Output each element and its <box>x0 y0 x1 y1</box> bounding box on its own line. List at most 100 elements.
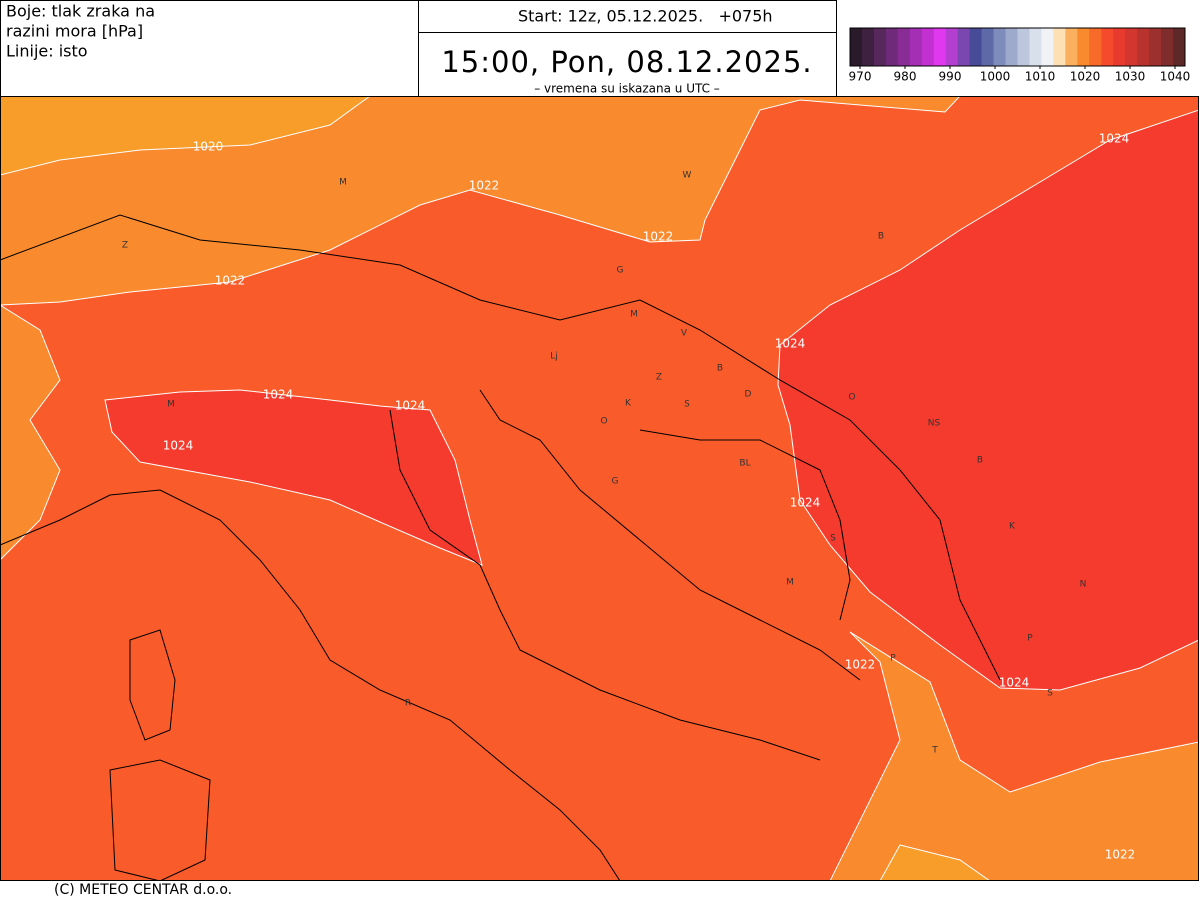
field-1020 <box>0 304 61 561</box>
place-label: P <box>890 654 896 664</box>
border <box>0 214 1001 681</box>
color-swatch <box>1017 28 1030 66</box>
place-label: D <box>745 390 752 400</box>
place-label: O <box>848 393 855 403</box>
isobar-label: 1022 <box>845 658 876 672</box>
color-swatch <box>993 28 1007 66</box>
place-label: G <box>617 266 624 276</box>
field-1018 <box>879 844 991 881</box>
isobar-label: 1022 <box>215 274 246 288</box>
color-swatch <box>850 28 863 66</box>
isobar-label: 1024 <box>999 676 1030 690</box>
color-swatch <box>1101 28 1114 66</box>
place-label: N <box>1080 580 1087 590</box>
colorbar-label: 1000 <box>980 70 1011 84</box>
isobar-label: 1024 <box>163 439 194 453</box>
island <box>109 759 211 881</box>
place-label: B <box>878 232 884 242</box>
valid-time: 15:00, Pon, 08.12.2025. <box>441 45 812 79</box>
place-label: B <box>977 456 983 466</box>
color-swatch <box>1065 28 1078 66</box>
isobar-label: 1022 <box>643 230 674 244</box>
color-swatch <box>885 28 899 66</box>
island <box>129 629 176 741</box>
center-box <box>418 0 837 97</box>
color-swatch <box>957 28 971 66</box>
map-fields: 1020 1022 1022 1022 1024 1024 1024 1024 1024 1024… <box>0 96 1199 881</box>
place-label: Z <box>656 373 662 383</box>
color-swatch <box>1137 28 1150 66</box>
color-swatch <box>1149 28 1162 66</box>
header: Boje: tlak zraka na razini mora [hPa] Li… <box>0 0 1191 97</box>
place-label: P <box>1027 634 1033 644</box>
color-swatch <box>861 28 875 66</box>
color-swatch <box>945 28 959 66</box>
field-1024 <box>777 109 1199 691</box>
field-1020 <box>829 631 1199 881</box>
footer: (C) METEO CENTAR d.o.o. <box>54 882 232 898</box>
color-swatch <box>1005 28 1018 66</box>
isobar-label: 1022 <box>469 179 500 193</box>
color-swatch <box>909 28 923 66</box>
place-label: M <box>786 578 794 588</box>
place-label: S <box>684 400 690 410</box>
place-label: W <box>683 171 692 181</box>
color-swatch <box>1113 28 1126 66</box>
place-labels: M W Z B G M V Lj Z B D O K S O NS BL B G K S N M P P S R T M <box>122 171 1086 756</box>
place-label: Lj <box>550 352 558 362</box>
legend-text: razini mora [hPa] <box>6 22 143 41</box>
place-label: NS <box>928 419 941 429</box>
coastline <box>479 389 861 681</box>
place-label: B <box>717 364 723 374</box>
color-swatch <box>969 28 983 66</box>
place-label: BL <box>739 459 750 469</box>
coastline <box>0 489 621 881</box>
place-label: T <box>931 746 938 756</box>
legend-text: Linije: isto <box>6 42 88 61</box>
isobar-labels: 1020 1022 1022 1022 1024 1024 1024 1024 1024 1024… <box>163 132 1136 862</box>
place-label: K <box>625 399 632 409</box>
field-1020 <box>0 96 961 306</box>
map: 1020 1022 1022 1022 1024 1024 1024 1024 1024 1024… <box>0 96 1199 881</box>
color-swatch <box>1041 28 1054 66</box>
legend-text: Boje: tlak zraka na <box>6 2 155 21</box>
color-swatch <box>1089 28 1102 66</box>
colorbar-label: 1020 <box>1070 70 1101 84</box>
color-swatch <box>921 28 935 66</box>
place-label: Z <box>122 241 128 251</box>
isobar-label: 1024 <box>263 388 294 402</box>
colorbar-label: 970 <box>849 70 872 84</box>
place-label: K <box>1009 522 1016 532</box>
place-label: O <box>600 417 607 427</box>
colorbar-label: 1040 <box>1160 70 1191 84</box>
field-1018 <box>0 96 371 176</box>
utc-note: – vremena su iskazana u UTC – <box>534 82 720 96</box>
colorbar-frame <box>849 27 1186 67</box>
border <box>639 429 851 621</box>
color-swatch <box>1029 28 1042 66</box>
isobar-label: 1024 <box>775 337 806 351</box>
field-1024 <box>104 389 483 566</box>
color-swatch <box>1053 28 1066 66</box>
colorbar-label: 980 <box>894 70 917 84</box>
place-label: R <box>405 699 411 709</box>
place-label: M <box>167 400 175 410</box>
place-label: S <box>830 534 836 544</box>
isobar-label: 1024 <box>1099 132 1130 146</box>
left-box <box>0 0 419 97</box>
color-swatch <box>1161 28 1174 66</box>
colorbar-label: 1030 <box>1115 70 1146 84</box>
color-swatch <box>873 28 887 66</box>
color-swatch <box>1077 28 1090 66</box>
colorbar-label: 990 <box>939 70 962 84</box>
place-label: V <box>681 329 688 339</box>
color-swatch <box>897 28 911 66</box>
isobar-label: 1024 <box>395 399 426 413</box>
isobar-label: 1020 <box>193 140 224 154</box>
colorbar-label: 1010 <box>1025 70 1056 84</box>
map-frame <box>0 96 1199 881</box>
isobar-label: 1024 <box>790 496 821 510</box>
place-label: M <box>630 310 638 320</box>
